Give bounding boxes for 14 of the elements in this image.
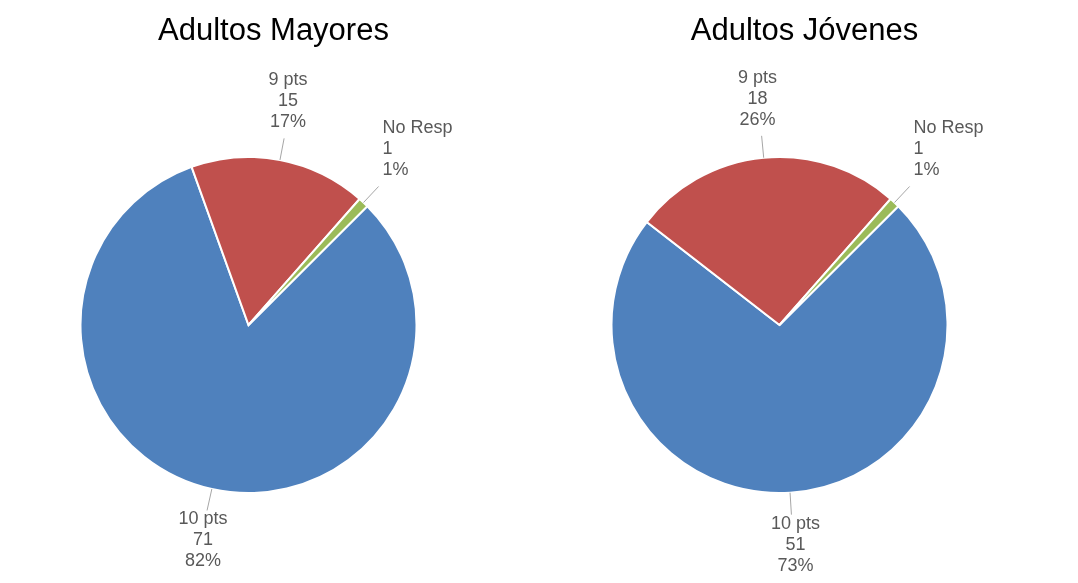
slice-label: 9 pts: [268, 69, 308, 90]
slice-label: No Resp: [913, 117, 984, 138]
data-label: 51 73%: [777, 533, 814, 575]
slice-label: 9 pts: [738, 66, 778, 87]
data-label: 18 26%: [739, 87, 776, 129]
data-label: 1 1%: [913, 138, 940, 180]
slice-label: 10 pts: [178, 508, 228, 529]
chart-title: Adultos Mayores: [157, 11, 390, 49]
slice-label: 10 pts: [770, 512, 820, 533]
data-label: 71 82%: [185, 529, 222, 571]
chart-title: Adultos Jóvenes: [689, 11, 920, 49]
data-label: 1 1%: [382, 138, 409, 180]
data-label: 15 17%: [270, 90, 307, 132]
slice-label: No Resp: [382, 117, 453, 138]
